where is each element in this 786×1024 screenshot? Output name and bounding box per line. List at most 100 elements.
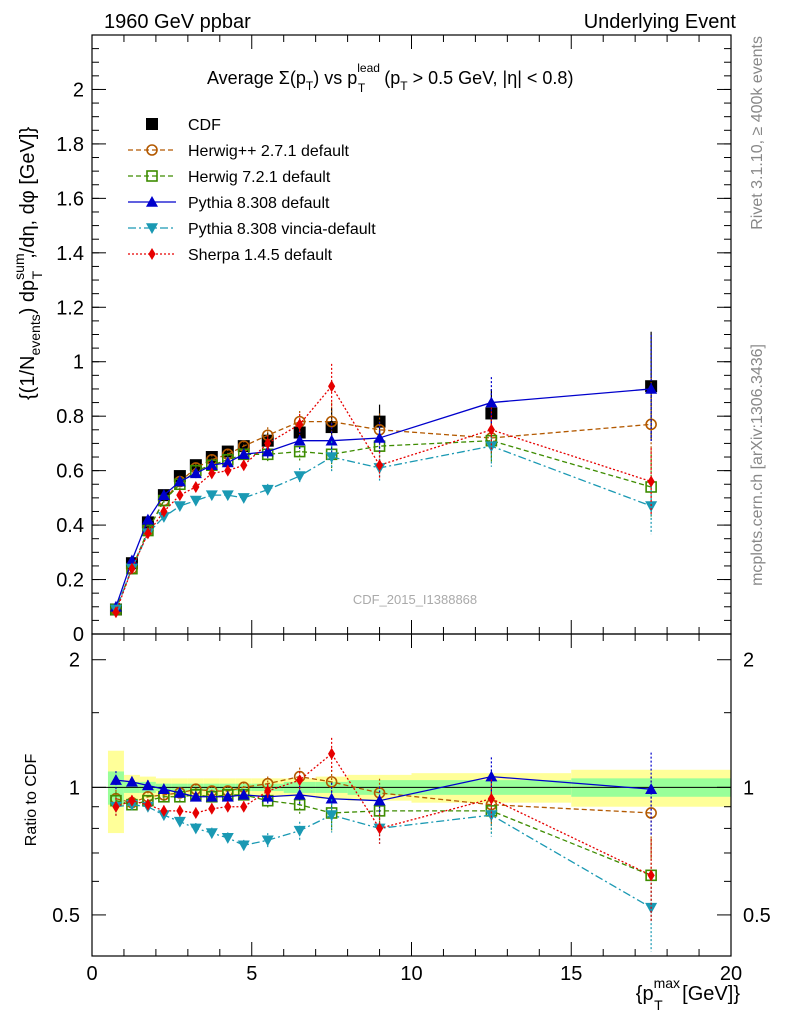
point-herwig-: [325, 415, 338, 428]
header-right: Underlying Event: [584, 11, 737, 33]
x-tick-label: 10: [400, 963, 422, 985]
y-tick-label: 1: [73, 352, 84, 374]
legend-marker-cdf: [146, 118, 158, 130]
legend-marker-sherpa: [148, 248, 156, 260]
y-tick-label: 0.8: [56, 406, 84, 428]
point-sherpa: [224, 464, 232, 477]
legend-label-pythia: Pythia 8.308 default: [188, 195, 330, 212]
x-axis-label: {pmax T [GeV]}: [636, 975, 741, 1013]
header-left: 1960 GeV ppbar: [104, 11, 251, 33]
ratio-point-pythia: [293, 788, 306, 800]
point-sherpa: [264, 437, 272, 450]
ratio-y-label: Ratio to CDF: [23, 754, 40, 847]
legend-label-cdf: CDF: [188, 117, 221, 134]
ratio-point-pythia: [109, 774, 122, 785]
y-tick-label: 0.4: [56, 515, 84, 537]
series-line-vincia: [115, 445, 652, 610]
ratio-point-pythia: [221, 790, 234, 802]
ratio-point-vincia: [293, 825, 306, 837]
ratio-point-sherpa: [296, 774, 304, 787]
ratio-uncertainty-bands: [92, 750, 731, 834]
point-sherpa: [208, 467, 216, 480]
point-sherpa: [296, 418, 304, 431]
point-vincia: [645, 501, 658, 513]
x-tick-label: 5: [246, 963, 257, 985]
ratio-point-pythia: [157, 783, 170, 794]
ratio-point-sherpa: [112, 800, 120, 813]
point-sherpa: [647, 475, 655, 488]
y-tick-label: 0.2: [56, 570, 84, 592]
ratio-point-pythia: [325, 792, 338, 804]
ratio-tick-label-right: 1: [743, 777, 754, 799]
ratio-point-pythia: [373, 794, 386, 806]
ratio-point-pythia: [173, 786, 186, 798]
ratio-point-vincia: [189, 823, 202, 835]
point-pythia: [157, 489, 170, 500]
legend-label-sherpa: Sherpa 1.4.5 default: [188, 247, 333, 264]
watermark: CDF_2015_I1388868: [353, 592, 477, 607]
point-sherpa: [375, 459, 384, 472]
ratio-tick-label: 1: [69, 777, 80, 799]
y-tick-label: 1.2: [56, 297, 84, 319]
ratio-tick-label-right: 2: [743, 650, 754, 672]
legend-marker-herwig-: [146, 144, 158, 156]
ratio-tick-label: 2: [69, 650, 80, 672]
ratio-point-sherpa: [192, 806, 200, 819]
point-vincia: [221, 490, 234, 502]
point-vincia: [261, 484, 274, 496]
point-sherpa: [128, 562, 136, 575]
ratio-point-pythia: [141, 779, 154, 791]
y-tick-label: 1.8: [56, 134, 84, 156]
ratio-point-vincia: [261, 835, 274, 847]
point-sherpa: [328, 380, 336, 393]
legend-marker-vincia: [146, 223, 158, 234]
y-tick-label: 2: [73, 79, 84, 101]
point-sherpa: [144, 527, 152, 540]
x-tick-label: 20: [720, 963, 742, 985]
ratio-point-pythia: [237, 788, 250, 800]
ratio-point-vincia: [173, 816, 186, 828]
ratio-point-pythia: [485, 770, 498, 782]
ratio-point-sherpa: [176, 804, 184, 817]
legend-label-herwig-: Herwig++ 2.7.1 default: [188, 143, 350, 160]
ratio-tick-label-right: 0.5: [743, 905, 771, 927]
point-vincia: [173, 501, 186, 513]
point-pythia: [189, 467, 202, 479]
point-vincia: [157, 512, 170, 523]
point-pythia: [173, 475, 186, 487]
legend-marker-pythia: [146, 196, 158, 207]
legend-label-herwig7: Herwig 7.2.1 default: [188, 169, 331, 186]
point-vincia: [485, 441, 498, 453]
point-sherpa: [112, 606, 120, 619]
ratio-point-pythia: [645, 783, 658, 794]
axis-ticks: 0 5 10 15 20 0 0.2 0.4 0.6 0.8 1 1.2 1.4 1.6 1.8 2 0.5 0.…: [52, 35, 771, 985]
main-series: [109, 331, 658, 619]
ratio-point-sherpa: [208, 802, 216, 815]
ratio-point-sherpa: [144, 798, 152, 811]
y-tick-label: 1.4: [56, 243, 84, 265]
ratio-point-sherpa: [224, 800, 232, 813]
x-tick-label: 15: [560, 963, 582, 985]
y-tick-label: 0: [73, 624, 84, 646]
x-tick-label: 0: [86, 963, 97, 985]
point-vincia: [237, 493, 250, 504]
series-line-herwig-: [115, 420, 652, 610]
point-vincia: [205, 490, 218, 502]
ratio-point-vincia: [325, 810, 338, 822]
ratio-point-sherpa: [375, 822, 384, 835]
point-pythia: [645, 382, 658, 394]
plot-title: Average Σ(pT) vs plead T (pT > 0.5 GeV, |…: [207, 61, 573, 95]
ratio-point-pythia: [125, 775, 138, 787]
y-tick-label: 0.6: [56, 461, 84, 483]
y-axis-label: {(1/Nevents) dpsum T,/dη, dφ [GeV]}: [11, 127, 45, 400]
point-pythia: [293, 434, 306, 446]
ratio-tick-label: 0.5: [52, 905, 80, 927]
mcplots-label: mcplots.cern.ch [arXiv:1306.3436]: [749, 344, 766, 586]
legend: CDF Herwig++ 2.7.1 default Herwig 7.2.1 de…: [128, 117, 376, 264]
ratio-point-sherpa: [264, 785, 272, 798]
point-pythia: [141, 513, 154, 525]
point-pythia: [325, 434, 338, 446]
point-pythia: [205, 459, 218, 470]
point-vincia: [189, 495, 202, 507]
